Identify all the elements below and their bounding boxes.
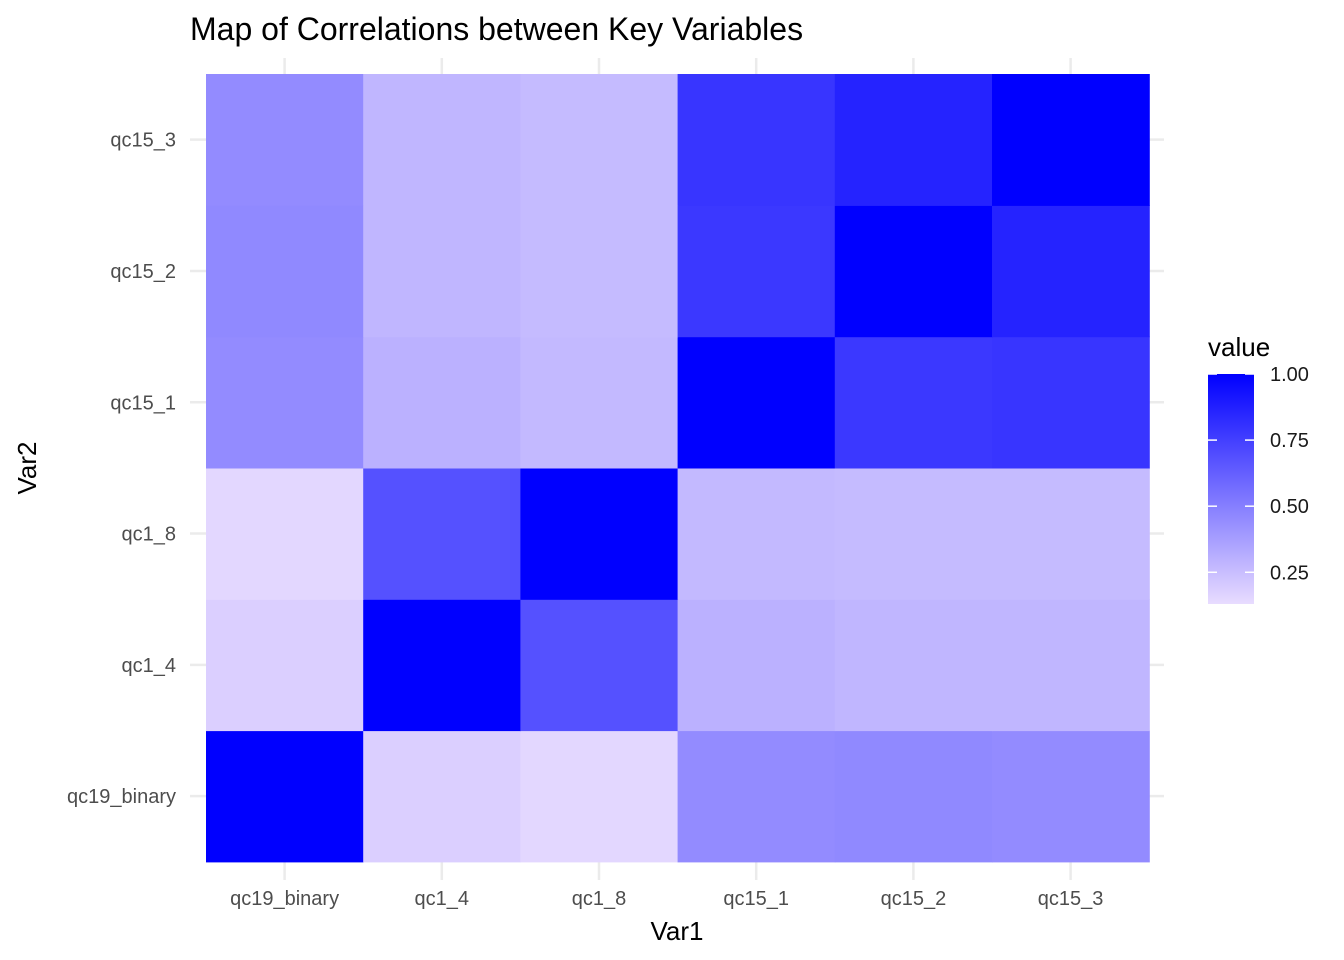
color-legend: value 0.25 0.50 0.75 1.00 [1208,332,1309,604]
heatmap-cell [206,730,364,863]
y-axis-ticks: qc19_binary qc1_4 qc1_8 qc15_1 qc15_2 qc15_3 [67,130,176,809]
heatmap-cell [520,205,679,338]
heatmap-cell [834,205,993,338]
y-tick-label: qc15_3 [110,130,176,152]
heatmap-cell [677,205,836,338]
legend-tick-label: 0.50 [1270,496,1309,518]
heatmap-cell [520,730,679,863]
x-tick-label: qc1_8 [572,888,627,910]
heatmap-cell [520,467,679,600]
x-tick-label: qc19_binary [230,888,339,910]
legend-title: value [1208,332,1270,362]
legend-tick-label: 0.25 [1270,562,1309,584]
heatmap-cell [363,730,521,863]
heatmap-cell [206,205,364,338]
heatmap-cell [992,467,1150,600]
heatmap-cell [363,74,521,206]
x-axis-title: Var1 [651,916,704,946]
legend-colorbar [1208,374,1254,604]
heatmap-cell [992,730,1150,863]
chart-title: Map of Correlations between Key Variable… [190,11,803,47]
heatmap-cell [834,467,993,600]
x-tick-label: qc15_1 [723,888,789,910]
x-tick-label: qc15_3 [1038,888,1104,910]
heatmap-cell [363,599,521,732]
heatmap-cell [677,467,836,600]
y-tick-label: qc15_2 [110,261,176,283]
heatmap-cell [834,336,993,469]
x-tick-label: qc1_4 [415,888,470,910]
heatmap-cell [834,74,993,206]
heatmap-cell [677,599,836,732]
heatmap-cell [520,336,679,469]
heatmap-cell [992,205,1150,338]
heatmap-cell [520,599,679,732]
y-tick-label: qc15_1 [110,392,176,414]
heatmap-cell [206,599,364,732]
heatmap-cell [992,599,1150,732]
x-axis-ticks: qc19_binary qc1_4 qc1_8 qc15_1 qc15_2 qc15_3 [230,888,1103,910]
legend-ticks: 0.25 0.50 0.75 1.00 [1208,364,1309,584]
x-tick-label: qc15_2 [881,888,947,910]
heatmap-cell [206,74,364,206]
heatmap-cell [677,730,836,863]
heatmap-cell [363,467,521,600]
heatmap-cell [363,205,521,338]
heatmap-cell [206,336,364,469]
heatmap-cell [992,74,1150,206]
legend-tick-label: 0.75 [1270,430,1309,452]
legend-tick-label: 1.00 [1270,364,1309,386]
heatmap-cell [363,336,521,469]
y-tick-label: qc19_binary [67,786,176,808]
heatmap-cell [206,467,364,600]
heatmap-cells [206,74,1150,863]
y-tick-label: qc1_8 [122,524,177,546]
y-axis-title: Var2 [12,442,42,495]
heatmap-cell [520,74,679,206]
heatmap-cell [834,730,993,863]
heatmap-cell [677,336,836,469]
heatmap-cell [992,336,1150,469]
heatmap-cell [677,74,836,206]
y-tick-label: qc1_4 [122,655,177,677]
heatmap-cell [834,599,993,732]
